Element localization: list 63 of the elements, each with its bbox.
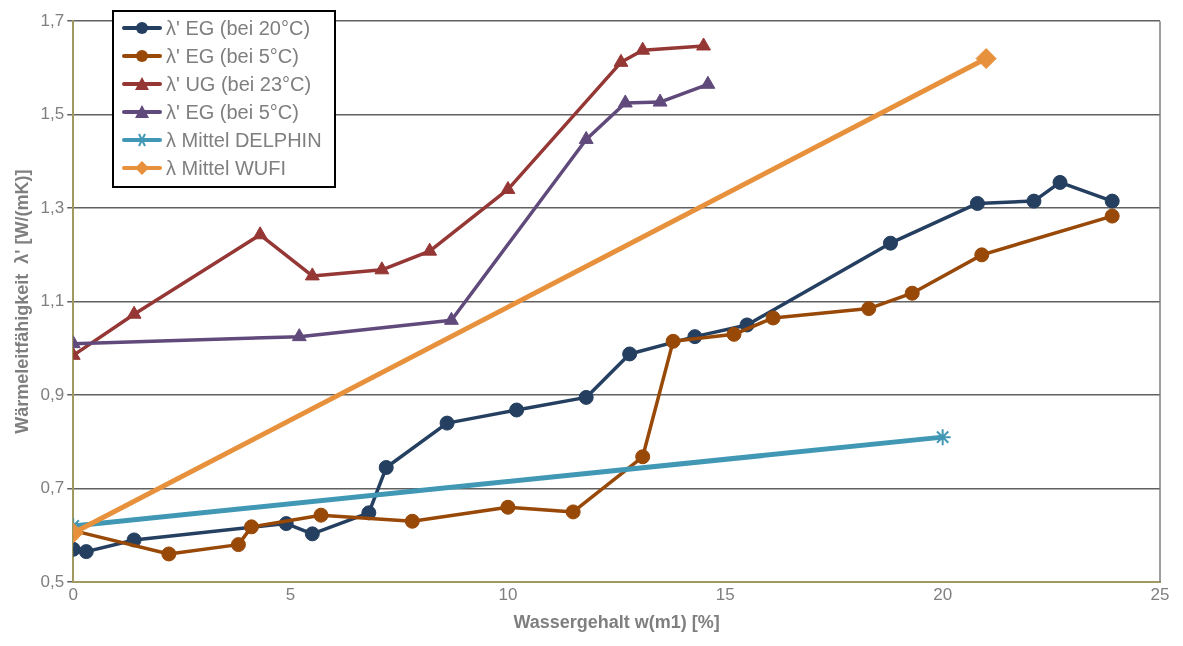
y-tick-label: 1,7 (40, 10, 65, 30)
point (78, 544, 94, 560)
x-tick-label: 10 (498, 584, 518, 604)
point (439, 415, 455, 431)
x-tick-label: 15 (715, 584, 735, 604)
point (726, 326, 742, 342)
point (313, 507, 329, 523)
point (500, 499, 516, 515)
point (700, 75, 716, 89)
point (230, 537, 246, 553)
point (969, 195, 985, 211)
point (765, 310, 781, 326)
y-tick-label: 1,1 (40, 291, 65, 311)
point (291, 328, 307, 342)
point (861, 301, 877, 317)
x-tick-label: 0 (68, 584, 78, 604)
point (404, 513, 420, 529)
point (974, 247, 990, 263)
point (1052, 174, 1068, 190)
point (613, 53, 629, 67)
point (509, 402, 525, 418)
point (578, 130, 594, 144)
legend-label: λ' EG (bei 5°C) (166, 44, 299, 68)
point (617, 94, 633, 108)
point (252, 226, 268, 240)
x-tick-label: 25 (1150, 584, 1170, 604)
y-tick-label: 1,3 (40, 197, 65, 217)
point (578, 389, 594, 405)
point (378, 460, 394, 475)
point (904, 285, 920, 301)
point (422, 242, 438, 256)
legend-label: λ' EG (bei 5°C) (166, 100, 299, 124)
point (1104, 193, 1120, 209)
point (161, 546, 177, 562)
legend-label: λ Mittel DELPHIN (166, 128, 322, 152)
y-tick-label: 0,7 (40, 478, 65, 498)
y-tick-label: 0,5 (40, 571, 65, 591)
point (565, 504, 581, 520)
y-axis-title: Wärmeleitfähigkeit λ' [W/(mK)] (11, 169, 32, 434)
point (1026, 193, 1042, 209)
legend-label: λ' UG (bei 23°C) (166, 72, 312, 96)
y-tick-label: 0,9 (40, 384, 65, 404)
y-tick-label: 1,5 (40, 104, 65, 124)
point (882, 235, 898, 251)
point (635, 449, 651, 465)
point (1104, 208, 1120, 224)
point (665, 333, 681, 349)
x-tick-label: 5 (285, 584, 296, 604)
point (622, 346, 638, 362)
point (243, 519, 259, 535)
point (696, 37, 711, 51)
point (444, 311, 459, 325)
point (374, 261, 390, 275)
point (126, 305, 142, 319)
x-tick-label: 20 (933, 584, 953, 604)
legend-label: λ Mittel WUFI (166, 156, 286, 180)
point (635, 41, 651, 55)
point (652, 93, 668, 107)
point (304, 526, 320, 542)
point (500, 180, 516, 194)
point (304, 267, 320, 281)
legend-label: λ' EG (bei 20°C) (166, 16, 311, 40)
x-axis-title: Wassergehalt w(m1) [%] (513, 612, 720, 633)
